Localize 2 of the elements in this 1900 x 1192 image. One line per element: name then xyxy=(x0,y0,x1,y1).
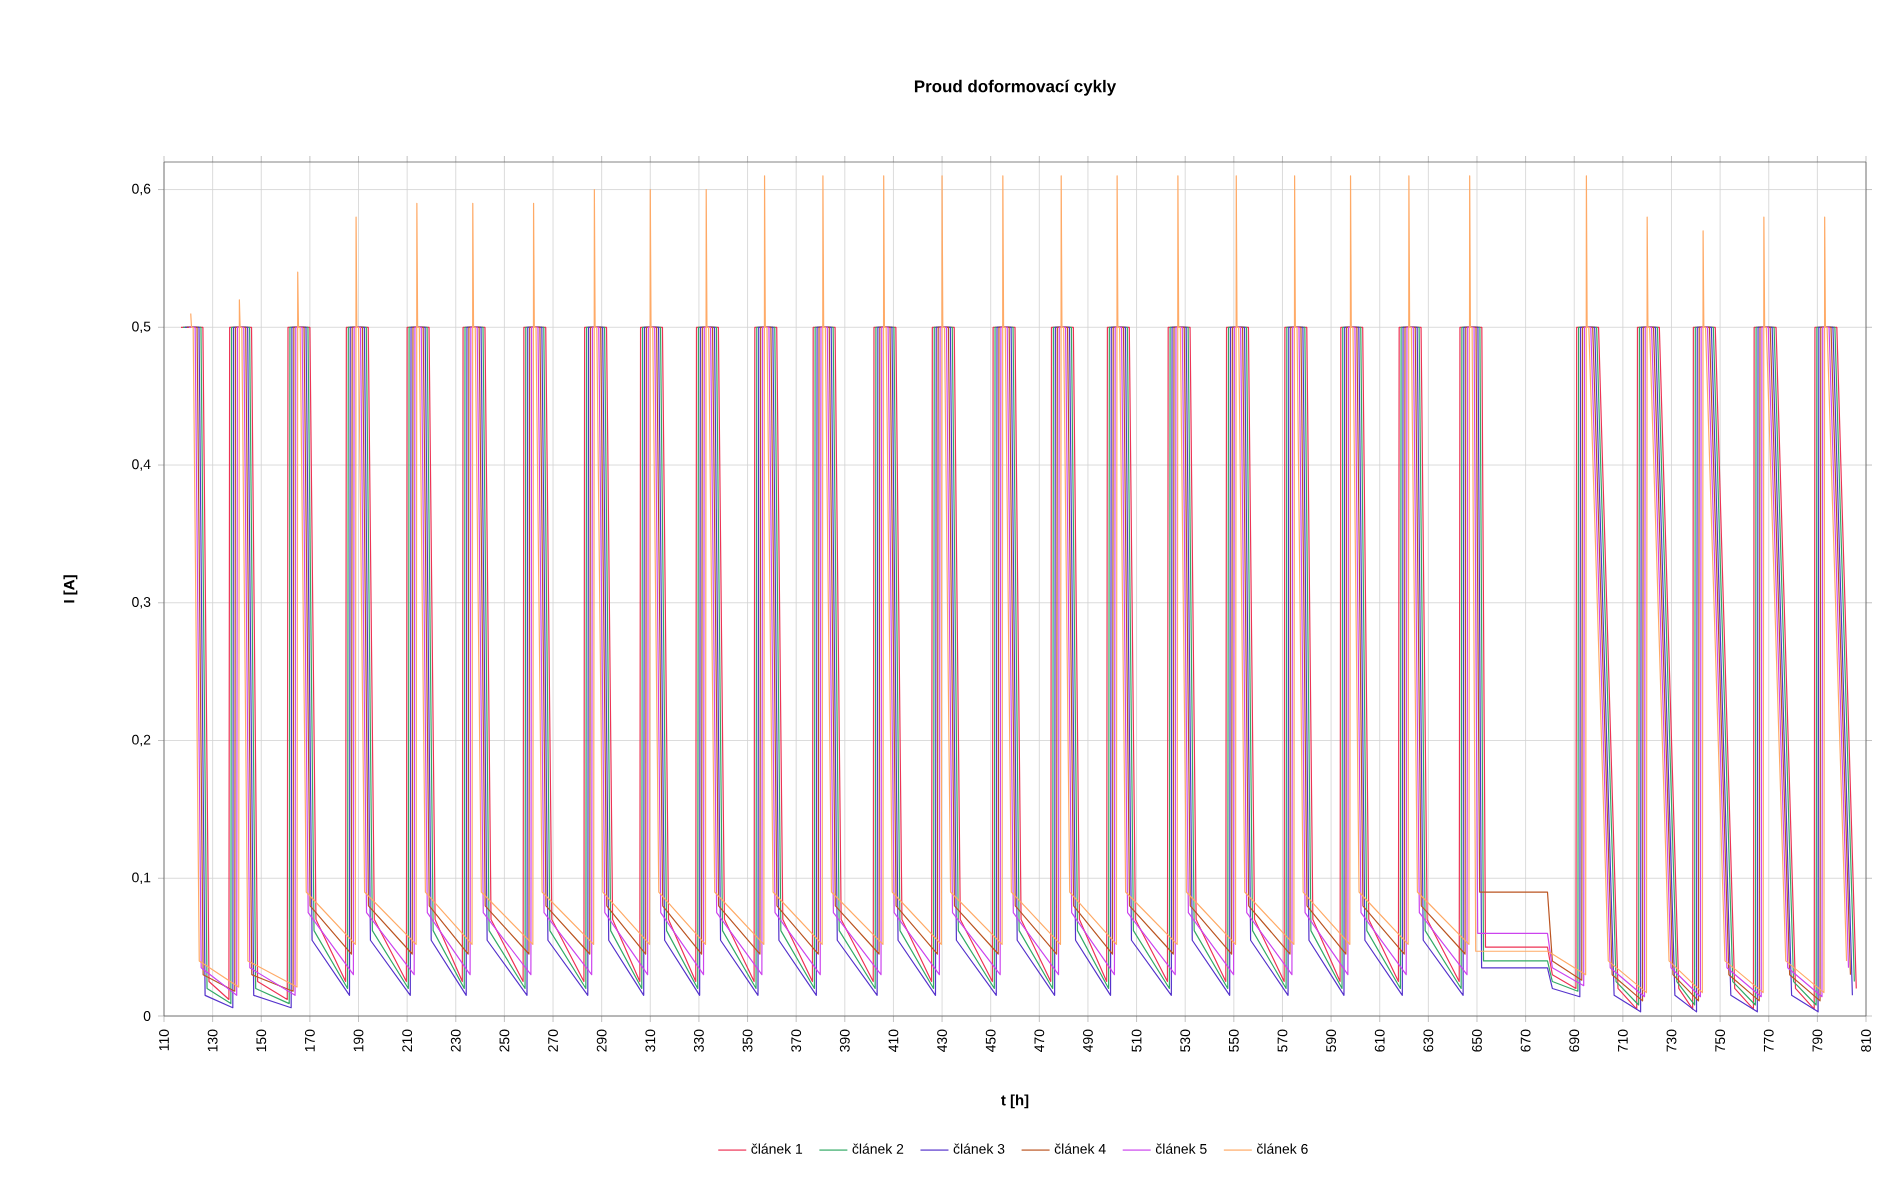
chart-title: Proud doformovací cykly xyxy=(914,79,1117,96)
line-series xyxy=(190,175,1848,994)
